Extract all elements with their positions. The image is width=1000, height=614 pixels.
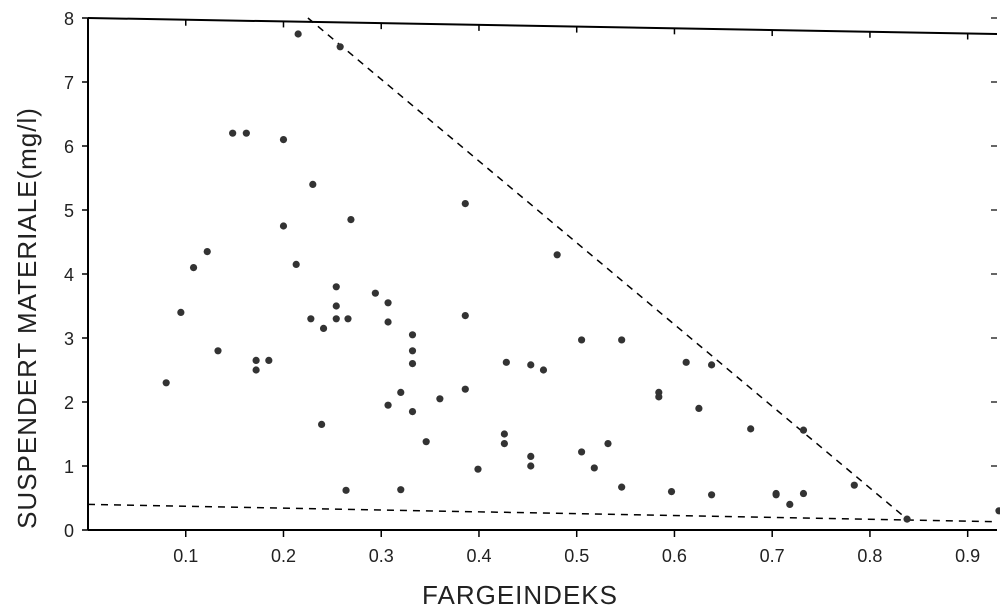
data-point bbox=[384, 299, 392, 307]
data-point bbox=[502, 358, 510, 366]
data-point bbox=[309, 180, 317, 188]
data-point bbox=[279, 222, 288, 230]
y-axis-title: SUSPENDERT MATERIALE(mg/l) bbox=[12, 107, 42, 529]
data-point bbox=[903, 515, 911, 523]
data-point bbox=[177, 308, 185, 316]
x-tick-label: 0.6 bbox=[662, 546, 687, 566]
data-point bbox=[527, 452, 535, 460]
data-point bbox=[265, 356, 273, 364]
data-point bbox=[397, 388, 405, 396]
top-frame-line bbox=[87, 17, 998, 35]
data-point bbox=[384, 401, 392, 409]
data-point bbox=[747, 425, 755, 433]
reference-lines bbox=[87, 17, 998, 523]
data-point bbox=[292, 260, 300, 268]
y-tick-label: 5 bbox=[64, 201, 74, 221]
data-point bbox=[553, 251, 561, 259]
data-point bbox=[618, 336, 626, 344]
data-point bbox=[342, 486, 350, 494]
dashed-reference-line bbox=[87, 503, 998, 523]
y-tick-label: 3 bbox=[64, 329, 74, 349]
data-point bbox=[707, 491, 716, 499]
y-axis-ticks: 0 1 2 3 4 5 6 7 8 bbox=[64, 9, 997, 541]
data-point bbox=[539, 366, 548, 374]
data-point bbox=[242, 129, 250, 137]
data-point bbox=[799, 489, 808, 498]
data-point bbox=[162, 379, 170, 387]
data-point bbox=[252, 366, 260, 374]
data-point bbox=[307, 315, 315, 323]
data-points bbox=[162, 30, 1000, 523]
y-tick-label: 4 bbox=[64, 265, 74, 285]
data-point bbox=[336, 43, 344, 51]
x-tick-label: 0.1 bbox=[173, 546, 198, 566]
data-point bbox=[695, 404, 703, 412]
data-point bbox=[332, 302, 340, 310]
data-point bbox=[461, 200, 469, 208]
data-point bbox=[332, 315, 340, 323]
data-point bbox=[319, 324, 328, 332]
x-tick-label: 0.7 bbox=[760, 546, 785, 566]
y-tick-label: 7 bbox=[64, 73, 74, 93]
dashed-reference-line bbox=[307, 17, 908, 520]
data-point bbox=[577, 336, 586, 344]
data-point bbox=[347, 216, 355, 224]
y-tick-label: 8 bbox=[64, 9, 74, 29]
data-point bbox=[799, 426, 808, 434]
data-point bbox=[604, 440, 612, 448]
data-point bbox=[408, 347, 417, 355]
x-tick-label: 0.4 bbox=[466, 546, 491, 566]
data-point bbox=[527, 462, 535, 470]
x-tick-label: 0.2 bbox=[271, 546, 296, 566]
x-tick-label: 0.5 bbox=[564, 546, 589, 566]
data-point bbox=[850, 481, 858, 489]
data-point bbox=[618, 483, 626, 491]
data-point bbox=[408, 331, 417, 339]
data-point bbox=[527, 361, 535, 369]
data-point bbox=[461, 312, 469, 320]
data-point bbox=[408, 408, 417, 416]
y-tick-label: 2 bbox=[64, 393, 74, 413]
y-tick-label: 0 bbox=[64, 521, 74, 541]
data-point bbox=[436, 395, 444, 403]
data-point bbox=[500, 430, 508, 438]
data-point bbox=[786, 500, 794, 508]
data-point bbox=[772, 491, 780, 499]
data-point bbox=[318, 420, 326, 428]
data-point bbox=[279, 136, 288, 144]
x-axis-title: FARGEINDEKS bbox=[422, 580, 618, 610]
data-point bbox=[682, 358, 690, 366]
data-point bbox=[332, 283, 340, 291]
data-point bbox=[294, 30, 302, 38]
data-point bbox=[252, 356, 260, 364]
data-point bbox=[384, 318, 392, 326]
data-point bbox=[500, 440, 508, 448]
data-point bbox=[214, 347, 222, 355]
data-point bbox=[461, 385, 469, 393]
data-point bbox=[397, 486, 405, 494]
y-tick-label: 1 bbox=[64, 457, 74, 477]
data-point bbox=[577, 448, 586, 456]
x-tick-label: 0.8 bbox=[857, 546, 882, 566]
data-point bbox=[408, 360, 417, 368]
data-point bbox=[344, 315, 352, 323]
data-point bbox=[667, 488, 676, 496]
x-tick-label: 0.3 bbox=[369, 546, 394, 566]
y-tick-label: 6 bbox=[64, 137, 74, 157]
data-point bbox=[189, 264, 198, 272]
axes bbox=[87, 17, 998, 531]
data-point bbox=[590, 464, 598, 472]
data-point bbox=[229, 129, 237, 137]
data-point bbox=[655, 393, 663, 401]
data-point bbox=[707, 361, 716, 369]
data-point bbox=[203, 248, 211, 256]
data-point bbox=[474, 465, 482, 473]
x-tick-label: 0.9 bbox=[955, 546, 980, 566]
data-point bbox=[422, 438, 430, 446]
x-axis-ticks: 0.1 0.2 0.3 0.4 0.5 0.6 0.7 0.8 0.9 bbox=[173, 19, 980, 566]
data-point bbox=[371, 289, 379, 297]
data-point bbox=[995, 507, 1000, 515]
